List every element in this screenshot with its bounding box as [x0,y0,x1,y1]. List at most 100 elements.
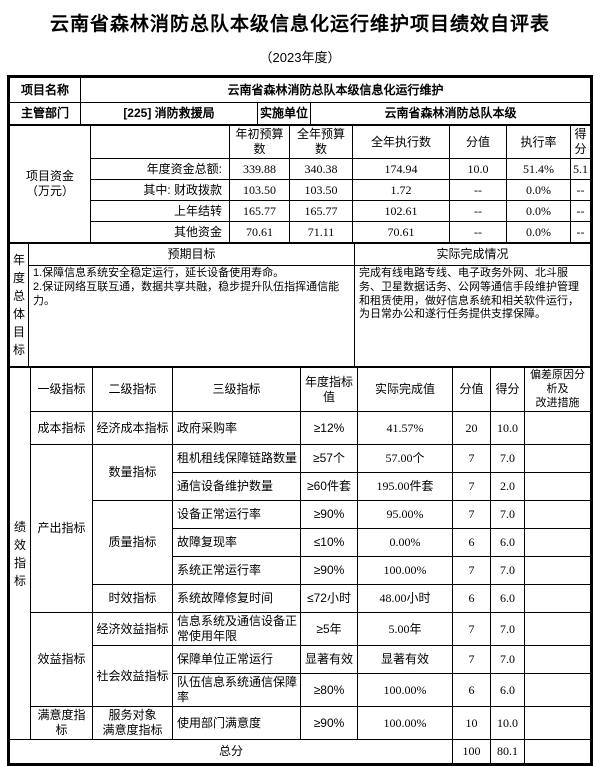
indicator-actual: 100.00% [357,673,453,708]
indicator-actual: 0.00% [357,528,453,558]
indicator-target: ≥5年 [300,612,358,647]
dept-label: 主管部门 [9,102,81,125]
funding-row-carryover: 上年结转 165.77 165.77 102.61 -- 0.0% -- [10,200,591,222]
indicator-target: ≥90% [300,556,358,586]
level2-quality: 质量指标 [92,500,173,586]
indicator-actual: 57.00个 [357,444,453,474]
funding-rate: 51.4% [506,158,571,180]
indicator-row: 质量指标 设备正常运行率 ≥90% 95.00% 7 7.0 [10,500,591,586]
indicator-actual: 100.00% [357,706,453,741]
indicator-target: ≥80% [300,673,358,708]
indicator-target: 显著有效 [300,645,358,675]
project-name-value: 云南省森林消防总队本级信息化运行维护 [80,77,591,103]
funding-rate: 0.0% [506,200,571,222]
indicator-actual: 显著有效 [357,645,453,675]
funding-row-total: 年度资金总额: 339.88 340.38 174.94 10.0 51.4% … [10,158,591,180]
indicator-target: ≤10% [300,528,358,558]
level2-social-benefit: 社会效益指标 [92,645,173,708]
objectives-table: 年度总体目标 预期目标 实际完成情况 1.保障信息系统安全稳定运行，延长设备使用… [9,243,591,367]
funding-row-name: 其他资金 [90,221,230,243]
indicator-score: 7.0 [490,500,525,530]
funding-initial: 103.50 [229,179,290,201]
level2-quantity: 数量指标 [92,444,173,502]
indicator-points: 6 [452,528,491,558]
indicator-points: 6 [452,584,491,614]
indicator-points: 7 [452,612,491,647]
header-level2: 二级指标 [92,366,173,413]
funding-row-other: 其他资金 70.61 71.11 70.61 -- 0.0% -- [10,221,591,243]
evaluation-sheet: 项目名称 云南省森林消防总队本级信息化运行维护 主管部门 [225] 消防救援局… [7,75,593,766]
header-target: 年度指标值 [300,366,358,413]
indicator-target: ≤72小时 [300,584,358,614]
indicator-score: 10.0 [490,706,525,741]
funding-header-executed: 全年执行数 [352,125,450,159]
funding-score: 5.1 [570,158,591,180]
funding-annual: 71.11 [289,221,353,243]
level2-service-satisfaction: 服务对象 满意度指标 [92,706,173,741]
indicator-name: 设备正常运行率 [172,500,301,530]
funding-score: -- [570,221,591,243]
total-score: 80.1 [490,739,525,765]
indicator-score: 6.0 [490,528,525,558]
level2-economic-benefit: 经济效益指标 [92,612,173,647]
page-title: 云南省森林消防总队本级信息化运行维护项目绩效自评表 [49,14,550,35]
level1-output: 产出指标 [30,444,93,614]
total-label: 总分 [9,739,453,765]
expected-goal-header: 预期目标 [28,243,355,266]
funding-table: 项目资金 （万元） 年初预算数 全年预算数 全年执行数 分值 执行率 得分 年度… [9,125,591,243]
objectives-section-label: 年度总体目标 [9,243,29,367]
funding-initial: 165.77 [229,200,290,222]
funding-annual: 103.50 [289,179,353,201]
header-actual: 实际完成值 [357,366,453,413]
indicator-name: 队伍信息系统通信保障率 [172,673,301,708]
deviation-cell [524,612,591,647]
indicator-target: ≥90% [300,706,358,741]
indicator-points: 7 [452,556,491,586]
indicator-row: 产出指标 数量指标 租机租线保障链路数量 ≥57个 57.00个 7 7.0 [10,444,591,614]
funding-initial: 70.61 [229,221,290,243]
indicator-score: 6.0 [490,673,525,708]
funding-annual: 165.77 [289,200,353,222]
level2-timeliness: 时效指标 [92,584,173,614]
funding-empty-cell [90,125,230,159]
indicator-points: 7 [452,645,491,675]
funding-rate: 0.0% [506,221,571,243]
deviation-cell [524,444,591,474]
funding-section-label: 项目资金 （万元） [9,125,91,243]
funding-header-initial: 年初预算数 [229,125,290,159]
level1-benefit: 效益指标 [30,612,93,708]
funding-points: 10.0 [449,158,507,180]
indicator-score: 7.0 [490,444,525,474]
indicator-target: ≥90% [300,500,358,530]
indicator-actual: 41.57% [357,411,453,446]
page-subtitle: （2023年度） [259,50,341,65]
indicator-actual: 48.00小时 [357,584,453,614]
funding-row-name: 上年结转 [90,200,230,222]
expected-goal-text: 1.保障信息系统安全稳定运行，延长设备使用寿命。 2.保证网络互联互通，数据共享… [28,265,355,367]
funding-row-fiscal: 其中: 财政拨款 103.50 103.50 1.72 -- 0.0% -- [10,179,591,201]
header-level3: 三级指标 [172,366,301,413]
unit-value: 云南省森林消防总队本级 [310,102,591,125]
indicator-name: 系统正常运行率 [172,556,301,586]
indicator-points: 10 [452,706,491,741]
funding-points: -- [449,179,507,201]
header-score: 得分 [490,366,525,413]
indicator-score: 7.0 [490,612,525,647]
info-table: 项目名称 云南省森林消防总队本级信息化运行维护 主管部门 [225] 消防救援局… [9,77,591,125]
dept-value: [225] 消防救援局 [80,102,258,125]
header-level1: 一级指标 [30,366,93,413]
funding-executed: 70.61 [352,221,450,243]
indicator-actual: 5.00年 [357,612,453,647]
project-name-label: 项目名称 [9,77,81,103]
indicator-target: ≥12% [300,411,358,446]
indicator-row: 成本指标 经济成本指标 政府采购率 ≥12% 41.57% 20 10.0 [10,411,591,446]
funding-annual: 340.38 [289,158,353,180]
indicator-points: 20 [452,411,491,446]
level1-satisfaction: 满意度指标 [30,706,93,741]
deviation-cell [524,411,591,446]
deviation-cell [524,673,591,708]
indicator-target: ≥57个 [300,444,358,474]
deviation-cell [524,500,591,530]
indicator-name: 使用部门满意度 [172,706,301,741]
funding-rate: 0.0% [506,179,571,201]
